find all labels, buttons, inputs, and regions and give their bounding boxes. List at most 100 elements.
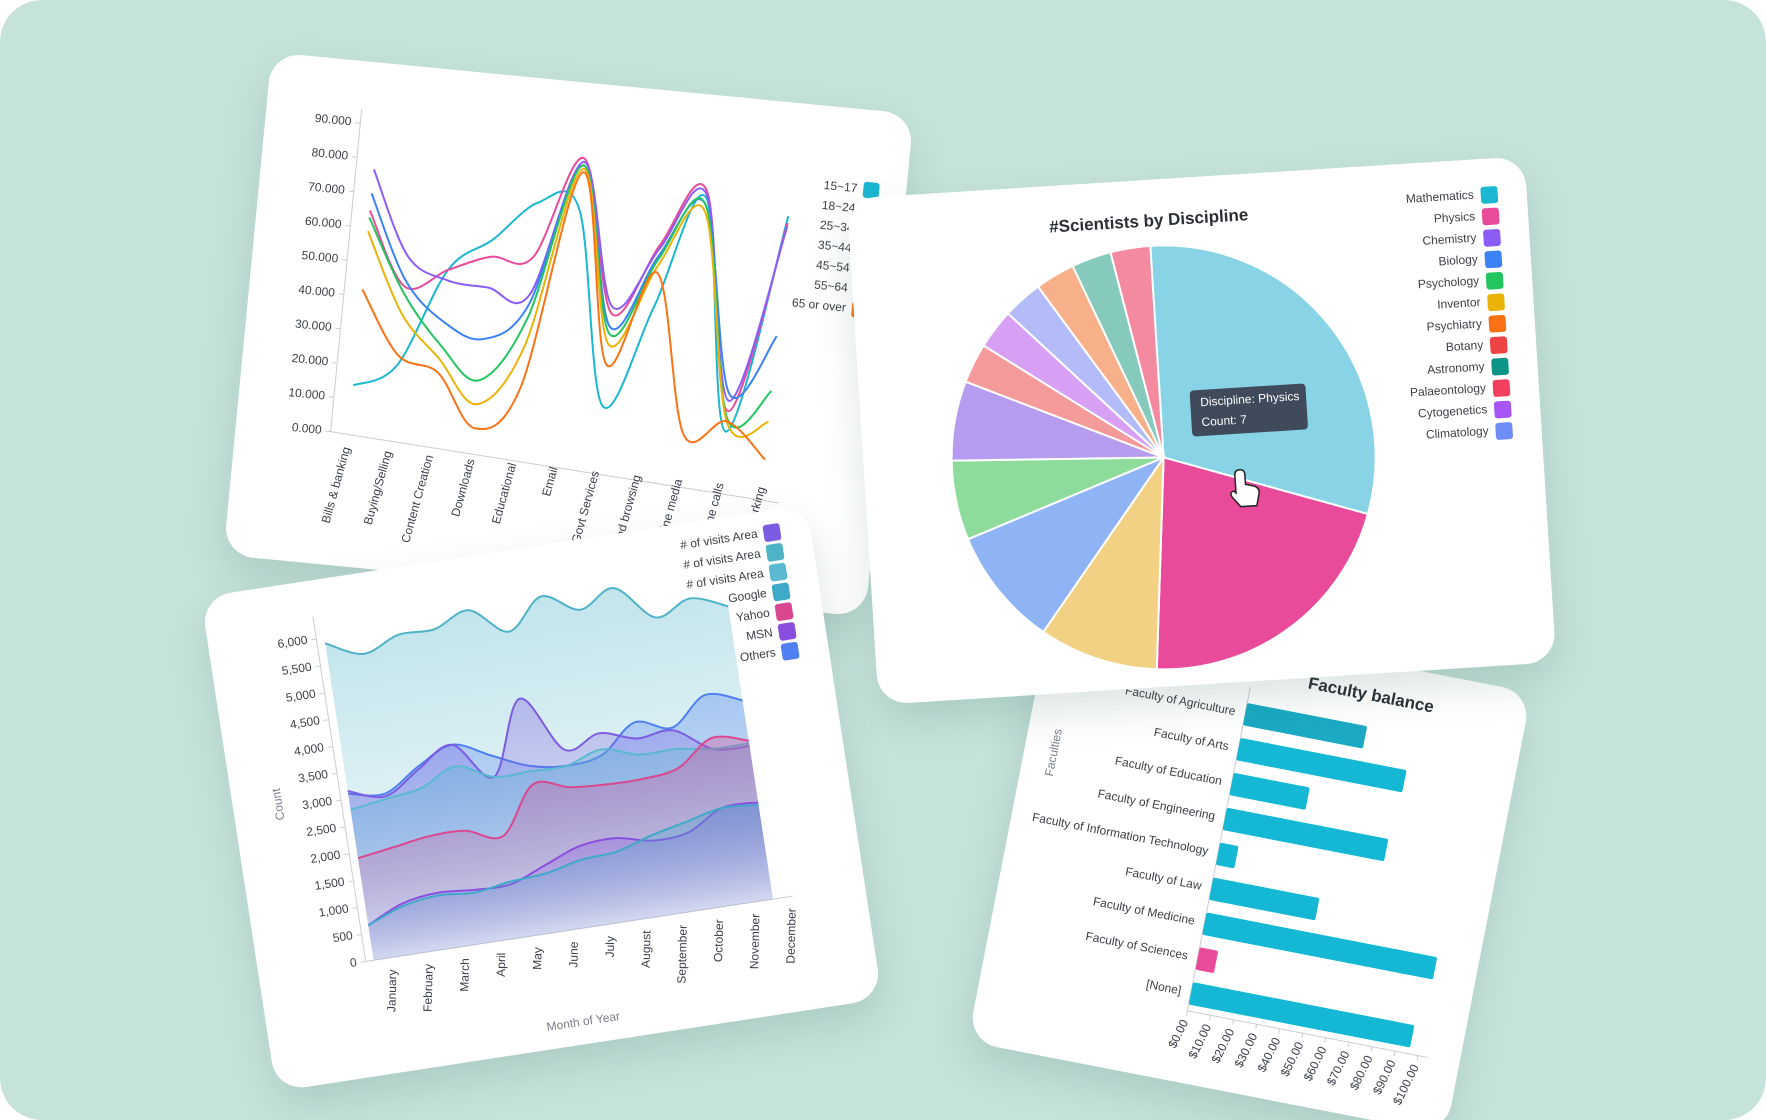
x-tick [1255,1024,1258,1030]
x-tick-label: Email [539,465,561,498]
x-tick-label: April [494,953,509,977]
tooltip: Discipline: Physics Count: 7 [1189,383,1308,437]
x-tick-label: June [566,941,581,968]
y-tick-label: 4,500 [289,713,321,731]
bar-card: Faculty balance Faculties Faculty of Agric… [967,599,1532,1120]
x-tick [1393,1051,1396,1057]
x-tick-label: May [530,947,545,970]
legend-swatch [1491,357,1509,376]
y-tick-label: 50.000 [301,248,339,265]
y-tick [336,799,342,802]
x-tick [1370,1046,1373,1052]
legend-label: Psychology [1417,273,1479,291]
area [368,805,773,961]
cursor [1230,468,1260,508]
x-tick-label: Educational [489,461,519,525]
x-tick [1301,1033,1304,1039]
chart-title: #Scientists by Discipline [1049,205,1249,236]
y-axis-label: Count [269,787,288,821]
y-tick-label: 3,500 [297,767,329,785]
pie-slice [1155,456,1370,671]
legend-label: 35~44 [817,238,852,255]
x-tick-label: Downloads [448,457,477,518]
y-tick-label: 10.000 [288,385,326,402]
x-tick-label: February [421,964,436,1012]
x-tick [1324,1037,1327,1043]
x-tick [1185,1010,1188,1016]
y-tick-label: Faculty of Arts [1153,725,1230,753]
legend-swatch [780,641,800,661]
tooltip-text: Discipline: Physics [1200,389,1300,409]
legend-label: Biology [1438,252,1478,268]
legend-label: Others [739,645,777,664]
legend-label: 55~64 [814,278,849,295]
y-tick-label: 30.000 [294,317,332,334]
legend-swatch [762,523,782,542]
bar [1188,982,1415,1048]
legend-label: Yahoo [735,606,771,625]
y-tick-label: 1,500 [314,874,346,892]
y-tick-label: 80.000 [311,145,349,162]
y-tick [360,960,366,963]
bar [1195,947,1218,973]
pie-slice [1149,244,1377,516]
y-tick [331,772,338,775]
bar [1229,773,1310,810]
x-tick [1416,1055,1419,1061]
bar [1236,738,1407,793]
y-tick-label: Faculty of Engineering [1097,786,1217,823]
legend-label: 25~34 [819,218,854,235]
legend-swatch [1493,400,1512,419]
x-tick-label: Buying/Selling [361,449,395,526]
y-tick-label: 0 [349,955,358,970]
y-axis-label: Faculties [1042,728,1065,778]
legend-swatch [1484,250,1503,269]
y-tick-label: 5,000 [285,686,317,704]
line-series [367,167,769,438]
legend-swatch [1483,229,1501,247]
y-tick-label: Faculty of Law [1124,864,1203,893]
legend-swatch [768,562,788,582]
y-tick-label: 90.000 [314,111,352,128]
bar [1216,842,1239,869]
y-tick [315,665,321,668]
y-tick-label: Faculty of Education [1114,754,1223,788]
area-line [347,697,750,799]
y-tick-label: 1,000 [318,901,350,919]
x-axis [330,431,779,504]
y-tick-label: 3,000 [301,794,333,812]
legend-label: Physics [1433,209,1475,226]
y-tick-label: Faculty of Medicine [1092,894,1196,928]
x-tick-label: March [457,958,472,992]
y-tick-label: 500 [332,928,354,945]
pie-card: #Scientists by Discipline Mathematics Phys… [846,156,1557,705]
bar [1209,877,1320,921]
x-tick-label: October [711,919,726,962]
x-tick [1232,1019,1235,1025]
x-tick-label: November [747,914,762,970]
y-tick-label: 2,000 [309,848,341,866]
legend-label: 18~24 [821,198,856,215]
legend-label: Chemistry [1422,231,1477,248]
legend-swatch [774,602,794,621]
chart-title: Faculty balance [1307,674,1436,717]
y-tick-label: 0.000 [291,420,323,437]
x-tick [1209,1015,1211,1021]
legend-swatch [1488,314,1507,333]
legend-label: Psychiatry [1426,316,1482,333]
y-tick-label: 60.000 [304,214,342,231]
x-tick-label: January [384,969,399,1012]
x-tick-label: December [783,908,798,964]
area-line [357,735,749,860]
x-tick [1278,1028,1281,1034]
pie-chart: #Scientists by Discipline Mathematics Phys… [950,186,1513,671]
x-tick-label: $0.00 [1165,1017,1191,1050]
y-tick [356,934,362,936]
legend-swatch [862,181,880,199]
area-line [324,587,729,655]
bar [1243,703,1367,749]
legend-swatch [1485,271,1504,290]
legend-label: 45~54 [815,258,850,275]
x-axis-label: Month of Year [546,1009,621,1034]
